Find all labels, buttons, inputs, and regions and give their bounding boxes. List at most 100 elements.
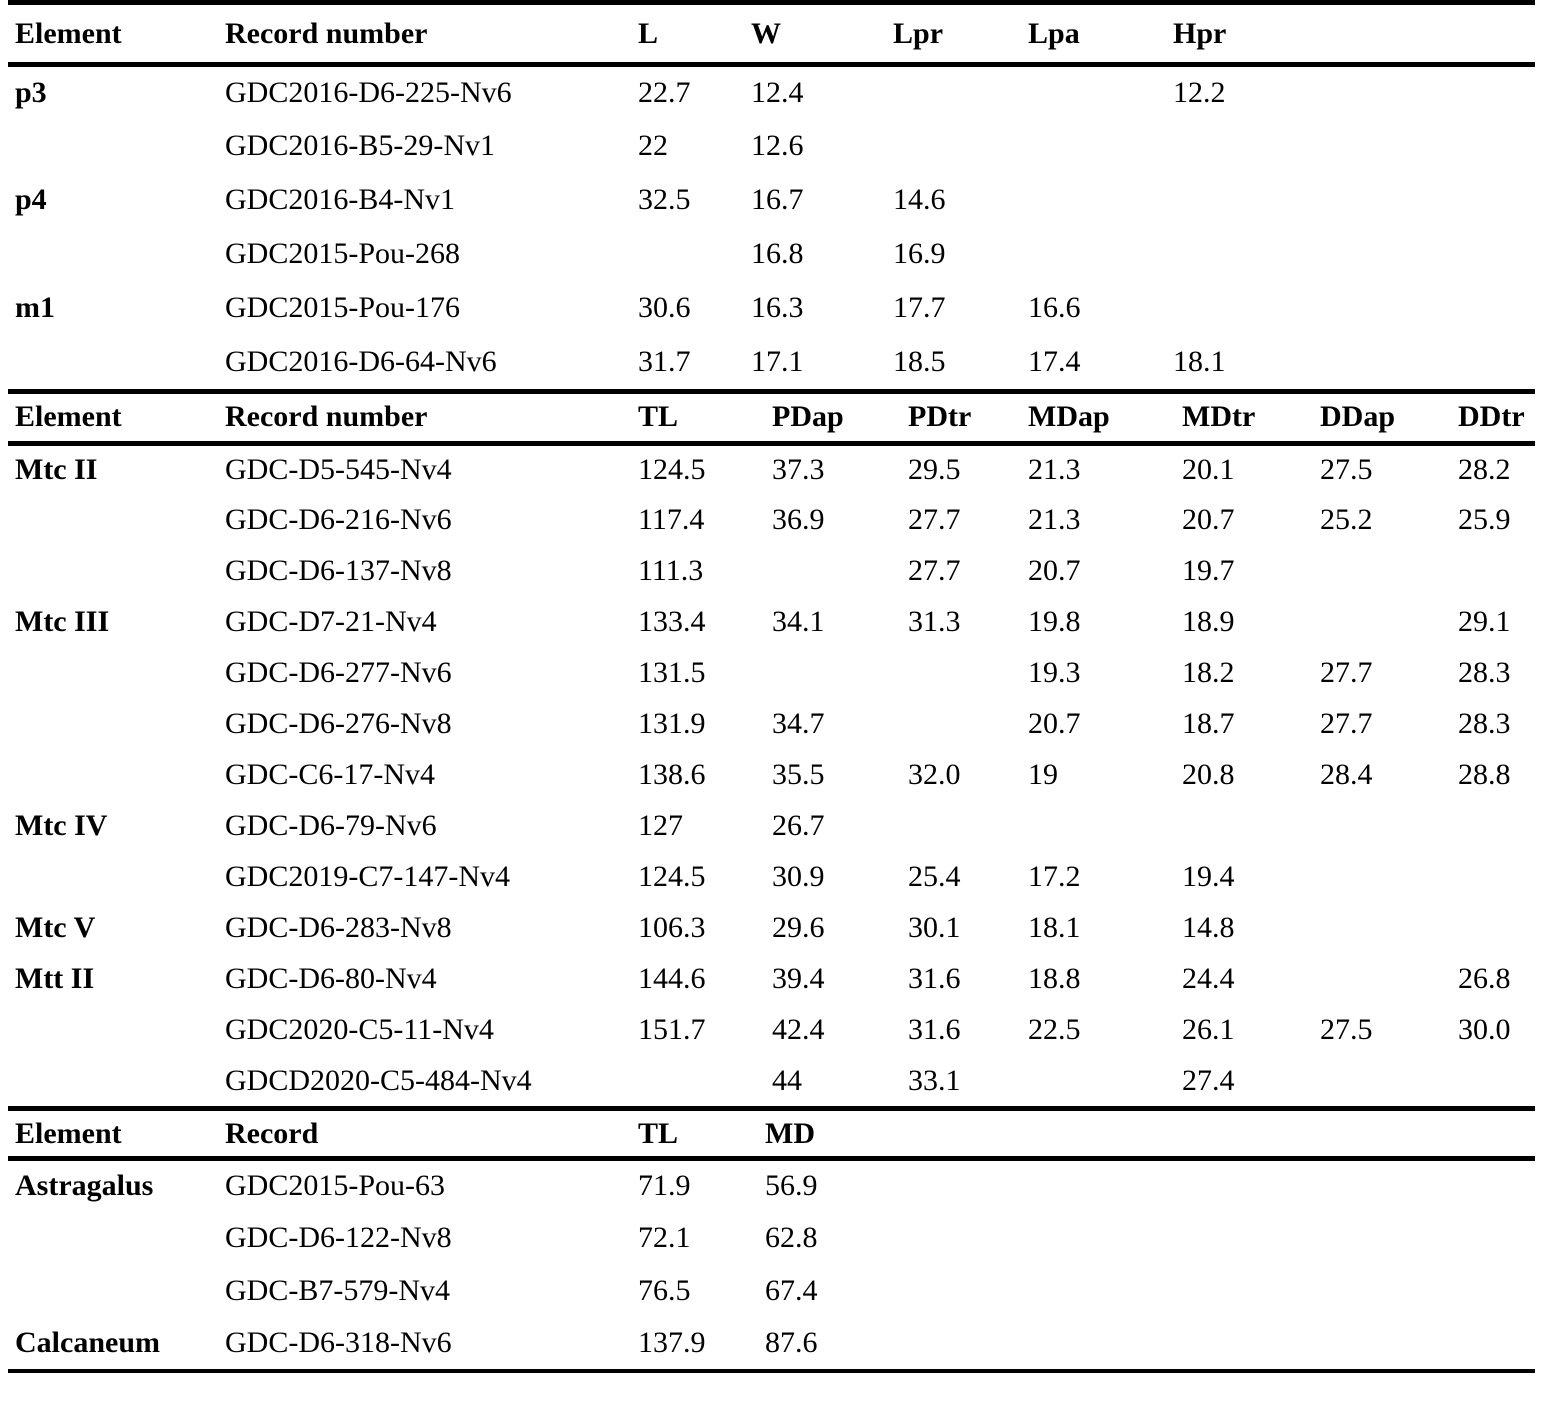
column-header-mdap: MDap	[1028, 391, 1182, 446]
measurement-cell: 30.1	[908, 910, 961, 944]
measurement-cell	[1458, 1055, 1535, 1106]
measurement-cell: 20.7	[1028, 553, 1081, 587]
measurement-cell: 124.5	[638, 452, 706, 486]
measurement-cell: 29.5	[908, 452, 961, 486]
measurement-cell: 25.4	[908, 859, 961, 893]
table-row: GDC-C6-17-Nv4 138.6 35.5 32.0 19 20.8 28.4 28.8	[8, 749, 1535, 800]
measurement-cell: 39.4	[772, 961, 825, 995]
measurement-cell	[908, 647, 1028, 698]
measurement-cell	[1173, 227, 1535, 281]
measurement-cell: 35.5	[772, 757, 825, 791]
table-row: GDC-D6-276-Nv8 131.9 34.7 20.7 18.7 27.7 28.3	[8, 698, 1535, 749]
element-cell	[8, 545, 225, 596]
measurement-cell: 31.3	[908, 604, 961, 638]
record-number-cell: GDC-D7-21-Nv4	[225, 604, 437, 638]
table-body-dentition: p3 GDC2016-D6-225-Nv6 22.7 12.4 12.2 GDC2016-…	[8, 65, 1535, 389]
table-row: GDC2020-C5-11-Nv4 151.7 42.4 31.6 22.5 26.1 27…	[8, 1004, 1535, 1055]
measurement-cell: 67.4	[765, 1274, 818, 1307]
table-row: Calcaneum GDC-D6-318-Nv6 137.9 87.6	[8, 1318, 1535, 1371]
measurement-cell: 34.7	[772, 706, 825, 740]
table-body-tarsals: Astragalus GDC2015-Pou-63 71.9 56.9 GDC-D6-1…	[8, 1159, 1535, 1371]
column-header-element: Element	[8, 391, 225, 446]
measurement-cell: 30.6	[638, 290, 691, 324]
element-cell	[8, 119, 225, 173]
measurement-cell: 22.7	[638, 75, 691, 109]
table-row: p3 GDC2016-D6-225-Nv6 22.7 12.4 12.2	[8, 65, 1535, 119]
element-cell: p4	[15, 182, 47, 216]
measurement-cell: 28.2	[1458, 452, 1511, 486]
element-cell: Mtc IV	[15, 808, 108, 842]
measurement-cell: 27.7	[908, 502, 961, 536]
record-number-cell: GDC2020-C5-11-Nv4	[225, 1012, 494, 1046]
table-row: GDC-D6-216-Nv6 117.4 36.9 27.7 21.3 20.7 25.2 2…	[8, 494, 1535, 545]
measurement-cell	[1173, 119, 1535, 173]
measurement-cell: 20.8	[1182, 757, 1235, 791]
table-row: Mtc V GDC-D6-283-Nv8 106.3 29.6 30.1 18.1 14.8	[8, 902, 1535, 953]
column-header-record-number: Record number	[225, 391, 638, 446]
column-header-pdap: PDap	[772, 391, 908, 446]
column-header-md: MD	[765, 1108, 1535, 1161]
measurement-cell: 18.1	[1173, 344, 1226, 378]
measurement-cell: 31.7	[638, 344, 691, 378]
measurement-cell: 26.8	[1458, 961, 1511, 995]
column-header-tl: TL	[638, 1108, 765, 1161]
element-cell	[8, 698, 225, 749]
measurement-cell: 30.9	[772, 859, 825, 893]
measurement-cell: 16.9	[893, 236, 946, 270]
measurement-cell: 44	[772, 1063, 802, 1097]
record-number-cell: GDC2016-B4-Nv1	[225, 182, 455, 216]
measurement-cell	[1028, 800, 1182, 851]
column-header-record-number: Record number	[225, 2, 638, 67]
measurement-cell	[893, 65, 1028, 119]
measurement-cell	[1320, 1055, 1458, 1106]
table-row: p4 GDC2016-B4-Nv1 32.5 16.7 14.6	[8, 173, 1535, 227]
measurement-cell: 18.8	[1028, 961, 1081, 995]
measurement-cell: 31.6	[908, 961, 961, 995]
table-row: m1 GDC2015-Pou-176 30.6 16.3 17.7 16.6	[8, 281, 1535, 335]
table-section-dentition: Element Record number L W Lpr Lpa Hpr p3 GDC201…	[8, 0, 1535, 389]
record-number-cell: GDC2015-Pou-63	[225, 1169, 446, 1203]
measurement-cell	[1320, 800, 1458, 851]
measurement-cell	[1028, 65, 1173, 119]
element-cell	[8, 1212, 225, 1265]
record-number-cell: GDC2019-C7-147-Nv4	[225, 859, 510, 893]
element-cell	[8, 851, 225, 902]
measurement-cell: 18.2	[1182, 655, 1235, 689]
measurement-cell	[1458, 851, 1535, 902]
measurement-cell: 27.7	[1320, 655, 1373, 689]
measurement-cell	[638, 227, 751, 281]
measurement-cell: 56.9	[765, 1169, 818, 1203]
table-row: Mtt II GDC-D6-80-Nv4 144.6 39.4 31.6 18.8 24.4…	[8, 953, 1535, 1004]
measurement-cell: 127	[638, 808, 683, 842]
table-header-metapodials: Element Record number TL PDap PDtr MDap MDtr DD…	[8, 391, 1535, 446]
measurement-cell	[772, 545, 908, 596]
column-header-ddap: DDap	[1320, 391, 1458, 446]
record-number-cell: GDC-D5-545-Nv4	[225, 452, 452, 486]
measurement-cell: 17.4	[1028, 344, 1081, 378]
measurement-cell: 29.6	[772, 910, 825, 944]
measurement-cell	[1458, 902, 1535, 953]
table-row: Mtc IV GDC-D6-79-Nv6 127 26.7	[8, 800, 1535, 851]
measurement-cell: 32.0	[908, 757, 961, 791]
table-section-tarsals: Element Record TL MD Astragalus GDC2015-Pou-…	[8, 1106, 1535, 1373]
column-header-tl: TL	[638, 391, 772, 446]
measurement-cell	[1173, 281, 1535, 335]
element-cell	[8, 227, 225, 281]
measurement-cell	[908, 698, 1028, 749]
measurement-cell: 17.2	[1028, 859, 1081, 893]
record-number-cell: GDC-D6-216-Nv6	[225, 502, 452, 536]
record-number-cell: GDC-D6-318-Nv6	[225, 1326, 452, 1359]
record-number-cell: GDC2015-Pou-176	[225, 290, 461, 324]
measurement-cell: 12.6	[751, 128, 804, 162]
element-cell: Astragalus	[15, 1169, 154, 1203]
measurement-cell	[1028, 119, 1173, 173]
measurement-cell	[1173, 173, 1535, 227]
measurement-cell: 17.7	[893, 290, 946, 324]
table-header-tarsals: Element Record TL MD	[8, 1108, 1535, 1161]
element-cell	[8, 1265, 225, 1318]
table-row: GDC2015-Pou-268 16.8 16.9	[8, 227, 1535, 281]
measurement-cell: 12.4	[751, 75, 804, 109]
header-row: Element Record number L W Lpr Lpa Hpr	[8, 2, 1535, 67]
measurement-cell: 106.3	[638, 910, 706, 944]
